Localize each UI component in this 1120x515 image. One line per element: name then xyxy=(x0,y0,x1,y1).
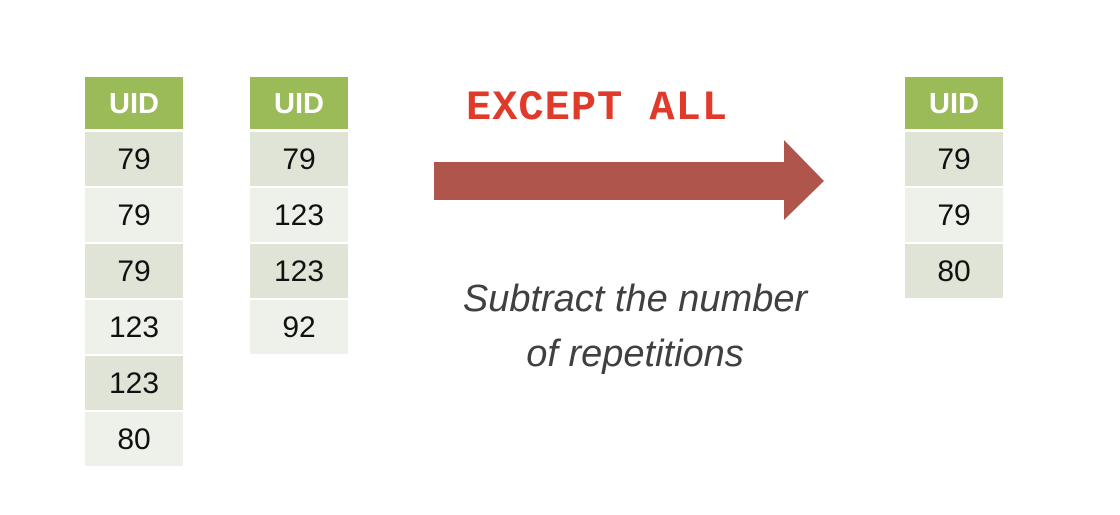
left-table-cell: 80 xyxy=(85,412,183,468)
except-all-operator: EXCEPT ALL xyxy=(466,84,729,132)
right-table-cell: 123 xyxy=(250,244,348,300)
description-line-1: Subtract the number xyxy=(462,278,808,320)
left-table-cell: 79 xyxy=(85,132,183,188)
right-arrow-icon xyxy=(434,140,824,220)
right-table-cell: 79 xyxy=(250,132,348,188)
left-table-cell: 79 xyxy=(85,188,183,244)
left-table-header: UID xyxy=(85,77,183,132)
left-input-table: UID 79 79 79 123 123 80 xyxy=(85,77,183,468)
result-table-cell: 79 xyxy=(905,132,1003,188)
right-table-cell: 92 xyxy=(250,300,348,356)
left-table-cell: 123 xyxy=(85,356,183,412)
result-table-cell: 79 xyxy=(905,188,1003,244)
right-table-cell: 123 xyxy=(250,188,348,244)
result-table-header: UID xyxy=(905,77,1003,132)
right-input-table: UID 79 123 123 92 xyxy=(250,77,348,356)
result-table: UID 79 79 80 xyxy=(905,77,1003,300)
operation-description: Subtract the number of repetitions xyxy=(420,272,850,382)
left-table-cell: 123 xyxy=(85,300,183,356)
result-table-cell: 80 xyxy=(905,244,1003,300)
right-table-header: UID xyxy=(250,77,348,132)
left-table-cell: 79 xyxy=(85,244,183,300)
description-line-2: of repetitions xyxy=(526,333,744,375)
